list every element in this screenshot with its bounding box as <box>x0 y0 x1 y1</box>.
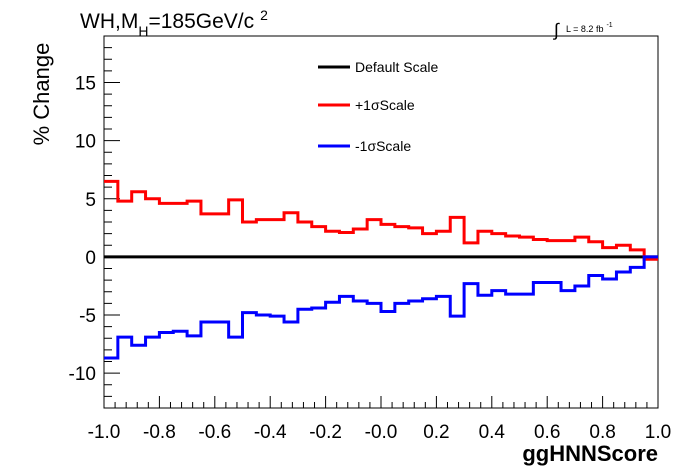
y-tick-label: -5 <box>79 306 96 327</box>
series-lines <box>104 179 658 360</box>
y-tick-label: 0 <box>85 248 96 269</box>
legend: Default Scale +1σScale -1σScale <box>318 59 438 154</box>
x-axis-ticks <box>103 396 659 408</box>
x-tick-label: -0.2 <box>309 422 342 443</box>
y-axis-title: % Change <box>29 43 54 146</box>
title-subscript: H <box>138 23 148 39</box>
x-axis-tick-labels: -1.0 -0.8 -0.6 -0.4 -0.2 -0.0 0.2 0.4 0.6 0.8 1.0 <box>88 422 672 443</box>
x-tick-label: -0.4 <box>254 422 287 443</box>
y-tick-label: 5 <box>85 190 96 211</box>
y-tick-label: 15 <box>75 74 96 95</box>
legend-label: +1σScale <box>355 97 415 113</box>
y-tick-label: 10 <box>75 132 96 153</box>
legend-label: -1σScale <box>355 138 411 154</box>
title-prefix: WH,M <box>80 10 138 33</box>
x-tick-label: 0.2 <box>423 422 449 443</box>
x-tick-label: -1.0 <box>88 422 121 443</box>
luminosity-text: L = 8.2 fb -1 <box>566 22 613 34</box>
integral-symbol: ∫ <box>552 20 560 40</box>
title-value: =185GeV/c <box>148 10 254 33</box>
series-line-minus-1-sigma-scale <box>104 255 658 360</box>
luminosity-value: L = 8.2 fb <box>566 24 603 34</box>
title-superscript: 2 <box>260 7 268 23</box>
y-tick-label: -10 <box>69 364 96 385</box>
series-line-plus-1-sigma-scale <box>104 179 658 261</box>
y-axis-tick-labels: -10 -5 0 5 10 15 <box>69 74 96 386</box>
x-tick-label: -0.8 <box>143 422 176 443</box>
legend-label: Default Scale <box>355 59 438 75</box>
y-axis-ticks <box>104 35 120 409</box>
luminosity-superscript: -1 <box>606 22 612 29</box>
x-tick-label: 0.4 <box>479 422 506 443</box>
x-tick-label: 0.6 <box>534 422 560 443</box>
x-tick-label: 0.8 <box>589 422 615 443</box>
x-tick-label: 1.0 <box>645 422 671 443</box>
x-tick-label: -0.6 <box>198 422 231 443</box>
x-tick-label: -0.0 <box>365 422 398 443</box>
luminosity-annotation: ∫ L = 8.2 fb -1 <box>552 20 613 40</box>
chart-title: WH,MH=185GeV/c 2 <box>80 7 268 39</box>
x-axis-title: ggHNNScore <box>522 441 658 466</box>
